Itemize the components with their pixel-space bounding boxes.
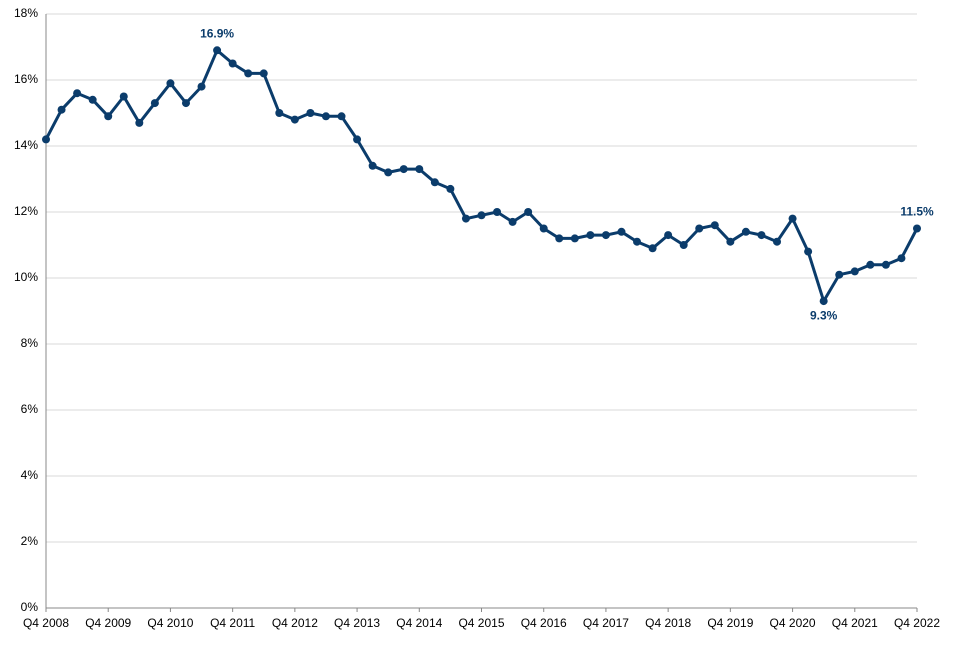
point	[306, 109, 315, 117]
y-tick-label: 12%	[14, 204, 38, 218]
point	[104, 112, 113, 121]
y-tick-label: 6%	[21, 402, 39, 416]
x-tick-label: Q4 2022	[894, 616, 940, 630]
point	[259, 69, 268, 78]
point	[166, 79, 175, 88]
line	[44, 48, 919, 303]
point	[539, 224, 548, 233]
y-tick-label: 0%	[21, 600, 39, 614]
point	[415, 165, 424, 174]
y-tick-label: 18%	[14, 6, 38, 20]
data-label: 16.9%	[200, 26, 234, 40]
x-tick-label: Q4 2014	[396, 616, 442, 630]
point	[493, 208, 502, 216]
point	[508, 217, 517, 226]
point	[726, 237, 735, 246]
point	[897, 254, 906, 263]
point	[197, 82, 206, 91]
x-tick-label: Q4 2017	[583, 616, 629, 630]
point	[819, 297, 828, 306]
point	[524, 208, 533, 216]
point	[384, 168, 393, 177]
y-tick-label: 10%	[14, 270, 38, 284]
point	[228, 59, 237, 68]
point	[695, 224, 704, 233]
y-tick-label: 14%	[14, 138, 38, 152]
point	[773, 237, 782, 246]
x-tick-label: Q4 2019	[707, 616, 753, 630]
x-tick-label: Q4 2020	[770, 616, 816, 630]
point	[570, 234, 579, 243]
x-tick-label: Q4 2018	[645, 616, 691, 630]
data-label: 9.3%	[810, 308, 838, 322]
x-tick-label: Q4 2021	[832, 616, 878, 630]
point	[913, 224, 921, 233]
point	[337, 112, 346, 121]
point	[850, 267, 859, 276]
x-tick-label: Q4 2008	[23, 616, 69, 630]
point	[461, 214, 470, 223]
point	[835, 270, 844, 279]
point	[555, 234, 564, 243]
point	[88, 95, 97, 104]
x-tick-label: Q4 2012	[272, 616, 318, 630]
x-tick-label: Q4 2011	[210, 616, 255, 630]
point	[881, 260, 890, 269]
point	[617, 227, 626, 236]
point	[244, 69, 253, 78]
point	[73, 89, 82, 98]
point	[135, 118, 144, 127]
point	[399, 165, 408, 174]
point	[321, 112, 330, 121]
x-tick-label: Q4 2013	[334, 616, 380, 630]
point	[290, 115, 299, 124]
y-tick-label: 16%	[14, 72, 38, 86]
y-tick-label: 2%	[21, 534, 39, 548]
point	[648, 244, 657, 253]
data-label: 11.5%	[900, 205, 934, 219]
point	[601, 231, 610, 240]
point	[368, 161, 377, 170]
point	[804, 247, 813, 256]
point	[213, 46, 222, 55]
point	[181, 99, 190, 108]
y-tick-label: 8%	[21, 336, 39, 350]
x-tick-label: Q4 2009	[85, 616, 131, 630]
point	[664, 231, 673, 240]
point	[788, 214, 797, 223]
x-tick-label: Q4 2016	[521, 616, 567, 630]
point	[57, 105, 66, 114]
point	[42, 135, 50, 144]
point	[586, 231, 595, 240]
point	[679, 241, 688, 249]
point	[741, 227, 750, 236]
point	[477, 211, 486, 220]
x-tick-label: Q4 2010	[147, 616, 193, 630]
x-tick-label: Q4 2015	[458, 616, 504, 630]
point	[446, 184, 455, 193]
point	[866, 260, 875, 269]
point	[353, 135, 362, 144]
point	[119, 92, 128, 101]
point	[757, 231, 766, 240]
point	[150, 99, 159, 108]
y-tick-label: 4%	[21, 468, 39, 482]
point	[430, 178, 439, 187]
point	[275, 109, 284, 117]
point	[633, 237, 642, 246]
point	[710, 221, 719, 230]
